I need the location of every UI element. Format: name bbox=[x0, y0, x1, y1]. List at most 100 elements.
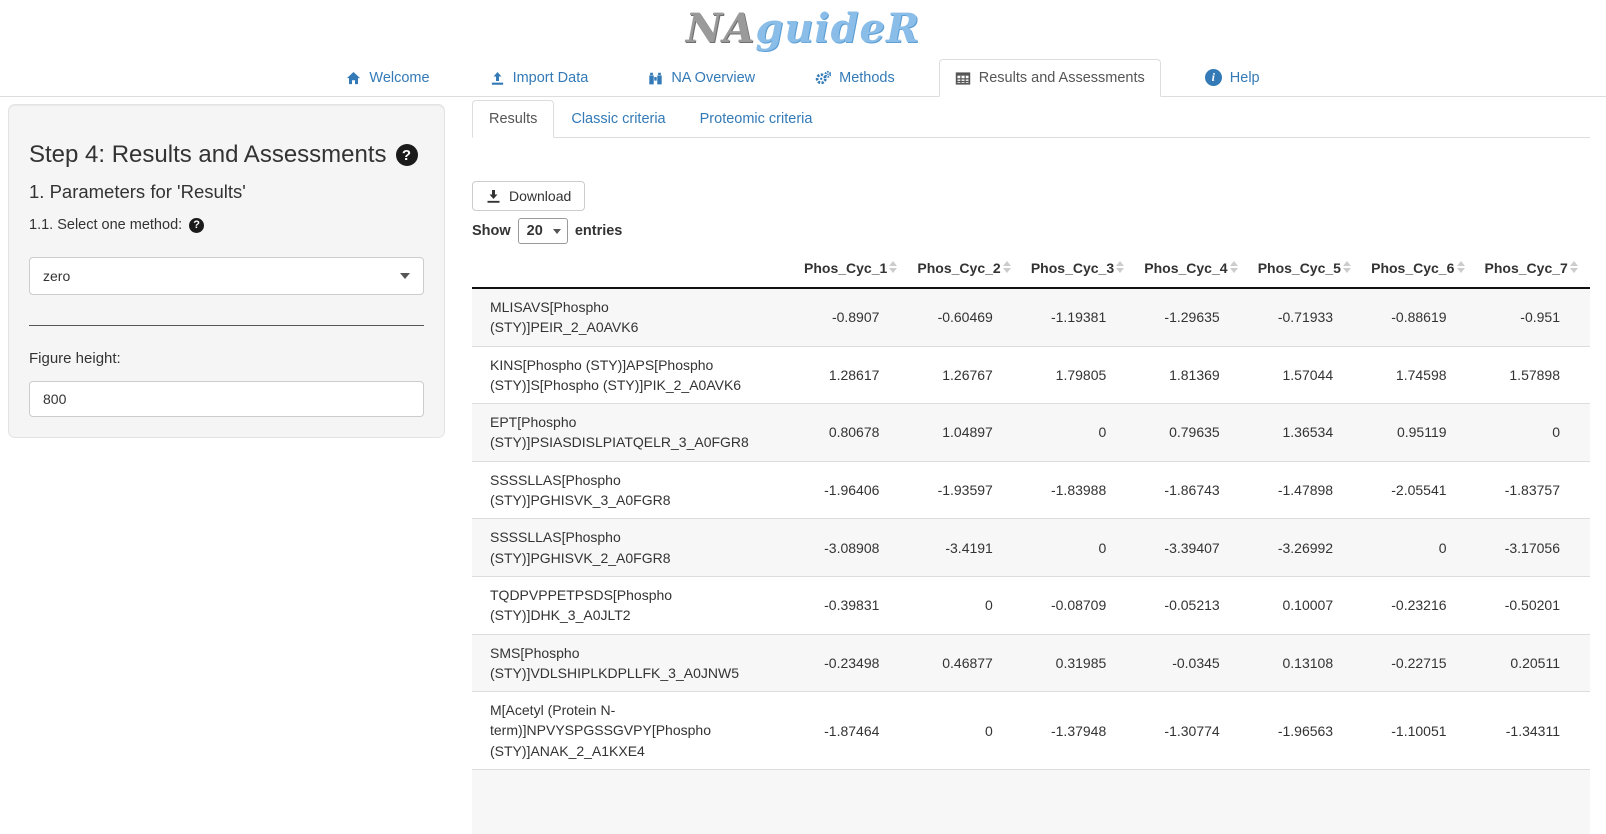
value-cell: -1.83988 bbox=[1022, 460, 1137, 519]
nav-tab-methods[interactable]: Methods bbox=[799, 59, 911, 97]
nav-tab-welcome[interactable]: Welcome bbox=[330, 59, 445, 97]
value-cell: 0.20511 bbox=[1476, 633, 1590, 692]
value-cell: -2.05541 bbox=[1363, 460, 1477, 519]
question-circle-icon[interactable]: ? bbox=[189, 217, 205, 233]
method-select[interactable]: zero bbox=[29, 257, 424, 295]
column-header-phos_cyc_4[interactable]: Phos_Cyc_4 bbox=[1136, 249, 1250, 289]
home-icon bbox=[347, 71, 361, 84]
value-cell: 0 bbox=[909, 575, 1023, 635]
value-cell: -1.86743 bbox=[1136, 460, 1250, 519]
row-name-column-header[interactable] bbox=[472, 249, 796, 289]
sort-icon[interactable] bbox=[1456, 261, 1465, 273]
value-cell: -1.93597 bbox=[909, 460, 1023, 519]
nav-tab-import-data[interactable]: Import Data bbox=[474, 59, 605, 97]
value-cell: -1.10051 bbox=[1363, 691, 1477, 770]
value-cell: -0.8907 bbox=[796, 287, 910, 347]
nav-tab-label: NA Overview bbox=[671, 70, 756, 86]
tab-classic-criteria[interactable]: Classic criteria bbox=[571, 111, 666, 127]
table-body: MLISAVS[Phospho (STY)]PEIR_2_A0AVK6 -0.89… bbox=[472, 287, 1590, 834]
step-title: Step 4: Results and Assessments ? bbox=[29, 141, 424, 169]
step-title-text: Step 4: Results and Assessments bbox=[29, 141, 387, 168]
nav-tab-results-and-assessments[interactable]: Results and Assessments bbox=[938, 59, 1161, 97]
gears-icon bbox=[815, 70, 832, 85]
row-name-cell: SSSSLLAS[Phospho (STY)]PGHISVK_2_A0FGR8 bbox=[472, 518, 796, 577]
table-icon bbox=[955, 71, 970, 85]
show-label: Show bbox=[472, 223, 511, 239]
column-header-phos_cyc_1[interactable]: Phos_Cyc_1 bbox=[796, 249, 910, 289]
table-row-clipped bbox=[472, 769, 1590, 834]
value-cell: 0 bbox=[1022, 518, 1137, 577]
nav-tab-label: Methods bbox=[839, 70, 895, 86]
results-table: Phos_Cyc_1 Phos_Cyc_2 Phos_Cyc_3 Phos_Cyc_4… bbox=[472, 249, 1590, 834]
logo-part-guider: guideR bbox=[755, 5, 921, 52]
value-cell: 1.04897 bbox=[909, 403, 1023, 462]
caret-down-icon bbox=[552, 228, 561, 234]
sort-icon[interactable] bbox=[1116, 261, 1125, 273]
column-header-label: Phos_Cyc_3 bbox=[1030, 260, 1115, 276]
column-header-phos_cyc_7[interactable]: Phos_Cyc_7 bbox=[1476, 249, 1590, 289]
figure-height-input[interactable] bbox=[29, 381, 424, 417]
value-cell: -0.88619 bbox=[1363, 287, 1477, 347]
row-name-cell: TQDPVPPETPSDS[Phospho (STY)]DHK_3_A0JLT2 bbox=[472, 575, 796, 635]
value-cell: 0.80678 bbox=[796, 403, 910, 462]
select-method-label: 1.1. Select one method: ? bbox=[29, 217, 424, 233]
question-circle-icon[interactable]: ? bbox=[395, 144, 418, 166]
column-header-label: Phos_Cyc_2 bbox=[917, 260, 1001, 276]
value-cell: 1.26767 bbox=[909, 345, 1023, 404]
value-cell: 0.31985 bbox=[1022, 633, 1137, 692]
column-header-phos_cyc_2[interactable]: Phos_Cyc_2 bbox=[909, 249, 1023, 289]
value-cell: 0.79635 bbox=[1136, 403, 1250, 462]
app-header: NAguideR bbox=[0, 0, 1606, 58]
tab-results[interactable]: Results bbox=[472, 100, 555, 138]
table-row: SMS[Phospho (STY)]VDLSHIPLKDPLLFK_3_A0JN… bbox=[472, 633, 1590, 692]
value-cell: -0.0345 bbox=[1136, 633, 1250, 692]
row-name-cell: MLISAVS[Phospho (STY)]PEIR_2_A0AVK6 bbox=[472, 287, 796, 347]
value-cell: -3.26992 bbox=[1249, 518, 1364, 577]
sort-icon[interactable] bbox=[1570, 261, 1578, 273]
results-panel: Results Classic criteria Proteomic crite… bbox=[472, 100, 1590, 834]
table-row: SSSSLLAS[Phospho (STY)]PGHISVK_2_A0FGR8 -… bbox=[472, 518, 1590, 577]
sort-icon[interactable] bbox=[1229, 261, 1238, 273]
value-cell: -3.17056 bbox=[1476, 518, 1590, 577]
sort-icon[interactable] bbox=[1343, 261, 1352, 273]
value-cell: -0.951 bbox=[1476, 287, 1590, 347]
value-cell: -1.37948 bbox=[1022, 691, 1137, 770]
value-cell: -1.96563 bbox=[1249, 691, 1364, 770]
column-header-phos_cyc_6[interactable]: Phos_Cyc_6 bbox=[1363, 249, 1477, 289]
table-row: MLISAVS[Phospho (STY)]PEIR_2_A0AVK6 -0.89… bbox=[472, 287, 1590, 347]
nav-tab-label: Welcome bbox=[369, 70, 430, 86]
table-row: M[Acetyl (Protein N- term)]NPVYSPGSSGVPY… bbox=[472, 691, 1590, 770]
page-length-select[interactable]: 20 bbox=[517, 218, 568, 244]
nav-tab-na-overview[interactable]: NA Overview bbox=[632, 59, 771, 97]
column-header-phos_cyc_3[interactable]: Phos_Cyc_3 bbox=[1022, 249, 1137, 289]
value-cell: 1.57898 bbox=[1476, 345, 1590, 404]
sort-icon[interactable] bbox=[1002, 261, 1011, 273]
results-subtabs: Results Classic criteria Proteomic crite… bbox=[472, 100, 1590, 138]
value-cell: -1.29635 bbox=[1136, 287, 1250, 347]
value-cell: -0.23498 bbox=[796, 633, 910, 692]
value-cell: -0.05213 bbox=[1136, 575, 1250, 635]
table-row: KINS[Phospho (STY)]APS[Phospho (STY)]S[P… bbox=[472, 345, 1590, 404]
value-cell: 1.79805 bbox=[1022, 345, 1137, 404]
method-select-value: zero bbox=[43, 268, 71, 284]
value-cell: 1.28617 bbox=[796, 345, 910, 404]
logo-part-na: NA bbox=[685, 5, 756, 52]
content-area: Step 4: Results and Assessments ? 1. Par… bbox=[0, 97, 1606, 834]
sort-icon[interactable] bbox=[889, 261, 898, 273]
row-name-cell: SMS[Phospho (STY)]VDLSHIPLKDPLLFK_3_A0JN… bbox=[472, 633, 796, 692]
nav-tab-label: Results and Assessments bbox=[978, 70, 1145, 86]
value-cell: -0.08709 bbox=[1022, 575, 1137, 635]
value-cell: 0 bbox=[1022, 403, 1137, 462]
nav-tab-help[interactable]: i Help bbox=[1189, 58, 1276, 97]
table-toolbar: Download Show 20 entries bbox=[472, 181, 1590, 244]
value-cell: -3.39407 bbox=[1136, 518, 1250, 577]
value-cell: -0.39831 bbox=[796, 575, 910, 635]
upload-icon bbox=[491, 71, 503, 85]
nav-tab-label: Help bbox=[1229, 69, 1260, 86]
column-header-phos_cyc_5[interactable]: Phos_Cyc_5 bbox=[1249, 249, 1364, 289]
download-button[interactable]: Download bbox=[472, 181, 586, 211]
value-cell: -1.83757 bbox=[1476, 460, 1590, 519]
tab-proteomic-criteria[interactable]: Proteomic criteria bbox=[699, 111, 813, 127]
divider bbox=[29, 325, 424, 326]
page-length-control: Show 20 entries bbox=[472, 218, 1590, 244]
